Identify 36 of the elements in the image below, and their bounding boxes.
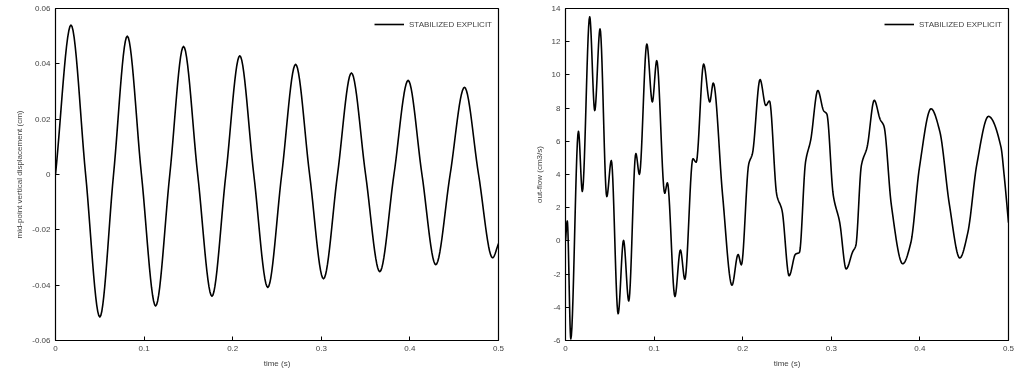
- legend-label: STABILIZED EXPLICIT: [919, 19, 1002, 29]
- y-tick-label: 6: [556, 136, 562, 146]
- x-tick-label: 0.2: [737, 343, 749, 353]
- x-axis-title: time (s): [773, 358, 801, 368]
- y-tick-label: -0.02: [32, 225, 52, 235]
- y-axis-title: mid-point vertical displacement (cm): [15, 110, 25, 239]
- y-tick-label: 14: [551, 4, 562, 13]
- y-tick-label: -0.04: [32, 280, 52, 290]
- y-axis-title: out-flow (cm3/s): [534, 145, 544, 203]
- y-tick-label: 12: [551, 37, 562, 47]
- x-tick-label: 0.4: [914, 343, 927, 353]
- y-tick-label: -6: [553, 336, 562, 345]
- x-tick-label: 0.2: [227, 343, 239, 353]
- x-axis-title: time (s): [263, 358, 291, 368]
- x-tick-label: 0.1: [648, 343, 661, 353]
- y-tick-label: 8: [556, 103, 562, 113]
- y-tick-label: 0.06: [34, 4, 52, 13]
- y-tick-label: 4: [556, 170, 562, 179]
- x-tick-label: 0.3: [315, 343, 328, 353]
- x-tick-label: 0.5: [492, 343, 505, 353]
- x-tick-label: 0.3: [825, 343, 838, 353]
- y-tick-label: 10: [551, 70, 562, 80]
- x-tick-label: 0.4: [404, 343, 417, 353]
- y-tick-label: 0.04: [34, 59, 52, 69]
- y-tick-label: -4: [553, 302, 562, 312]
- y-tick-label: 0: [556, 236, 562, 246]
- y-tick-label: 0.02: [34, 114, 52, 124]
- y-tick-label: -0.06: [32, 336, 52, 345]
- x-tick-label: 0: [563, 343, 569, 353]
- y-tick-label: 0: [46, 170, 52, 179]
- x-tick-label: 0: [53, 343, 59, 353]
- legend-label: STABILIZED EXPLICIT: [409, 19, 492, 29]
- y-tick-label: -2: [553, 269, 562, 279]
- x-tick-label: 0.1: [138, 343, 151, 353]
- x-tick-label: 0.5: [1002, 343, 1015, 353]
- y-tick-label: 2: [556, 203, 562, 213]
